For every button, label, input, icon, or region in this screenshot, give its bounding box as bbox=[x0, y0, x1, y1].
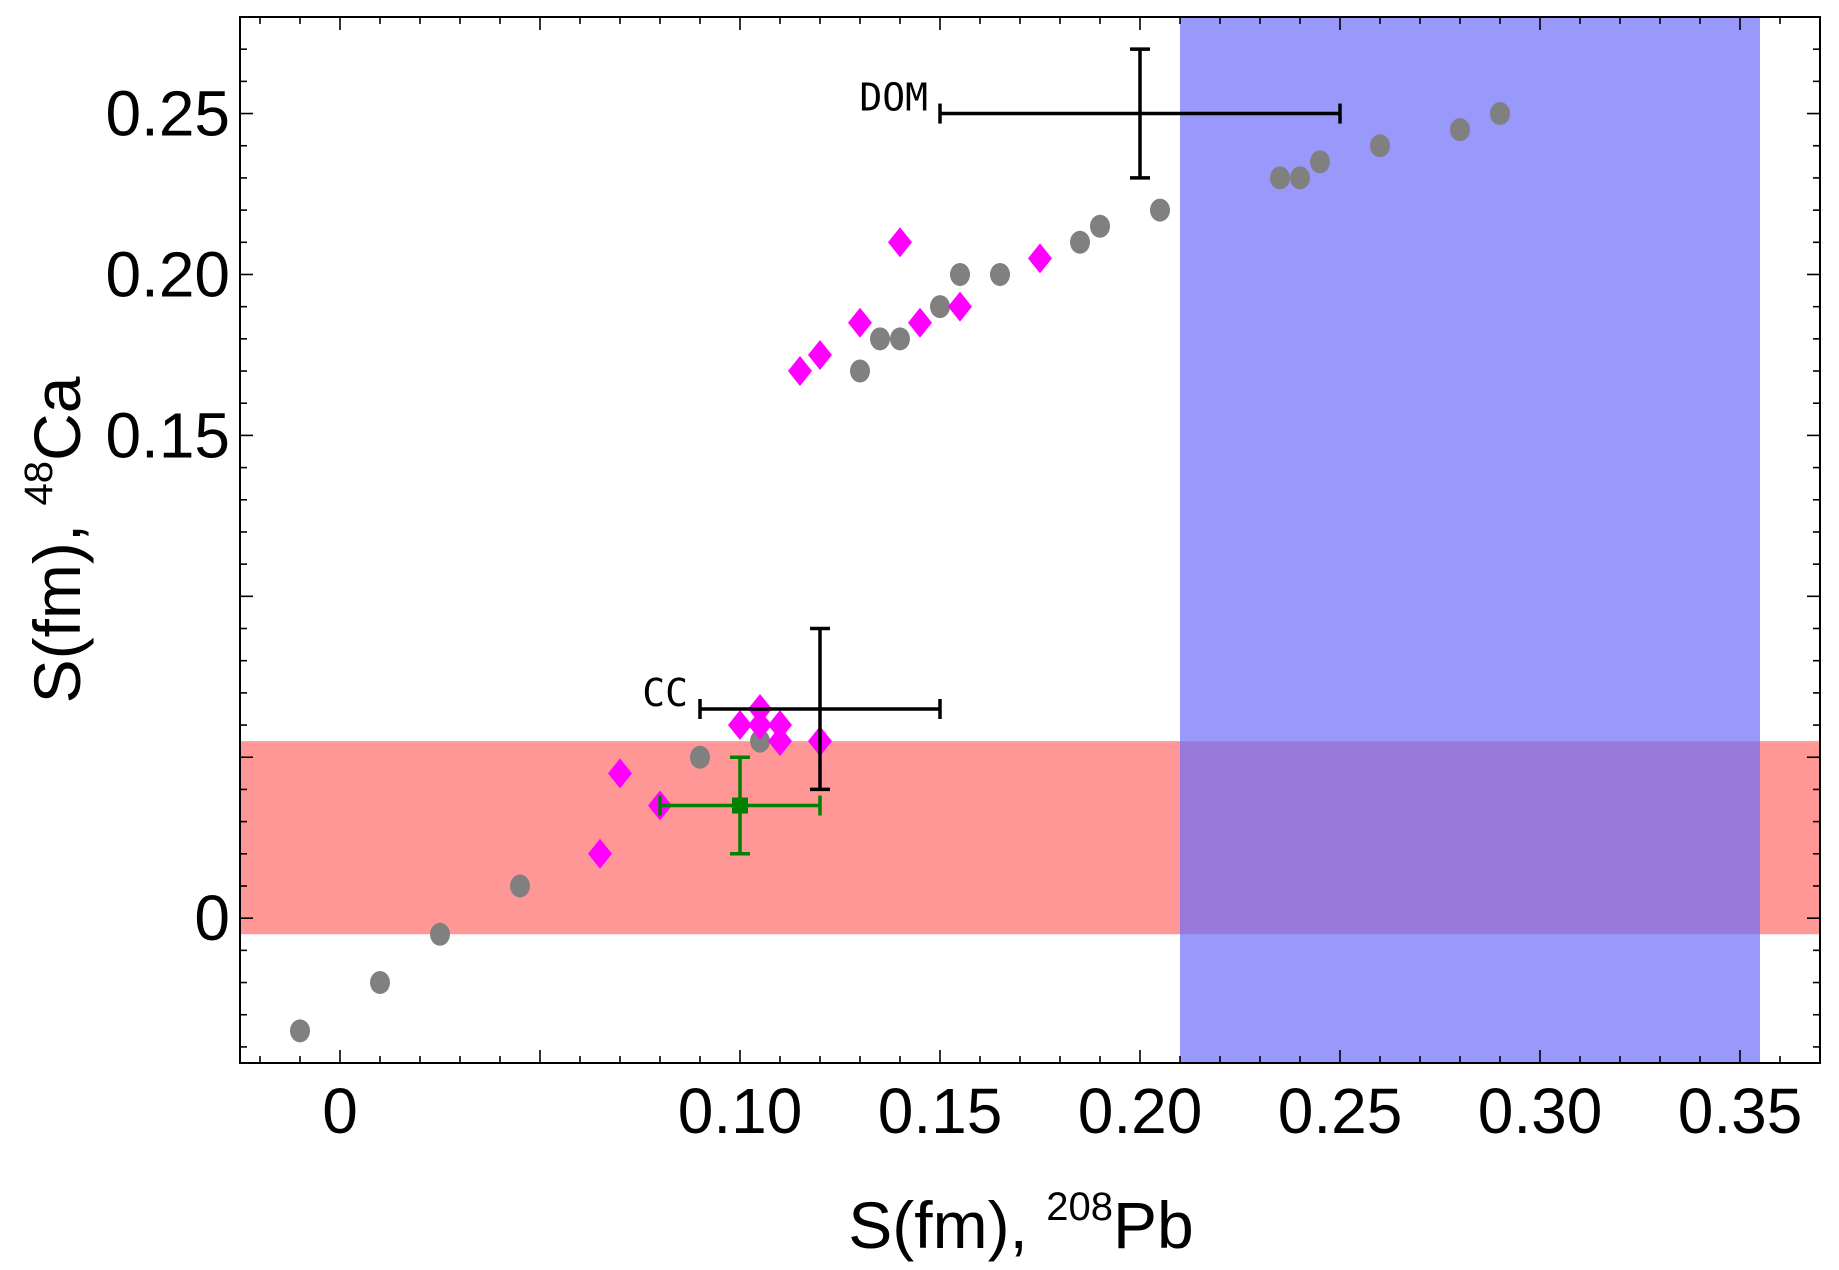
y-tick-label: 0.25 bbox=[105, 78, 230, 150]
data-point-circle bbox=[1310, 150, 1330, 174]
plot-frame-border bbox=[239, 16, 1821, 1064]
data-point-circle bbox=[1290, 166, 1310, 190]
data-point-circle bbox=[1270, 166, 1290, 190]
data-point-circle bbox=[1450, 118, 1470, 142]
bands-layer bbox=[240, 17, 1820, 1063]
plot-frame bbox=[239, 16, 1821, 1064]
data-point-diamond bbox=[728, 710, 752, 741]
data-point-circle bbox=[510, 874, 530, 898]
data-point-circle bbox=[1150, 198, 1170, 222]
x-tick-label: 0.25 bbox=[1278, 1075, 1403, 1147]
tick-labels: 0 0.10 0.15 0.20 0.25 0.30 0.35 0 0.15 0.20 0.25 bbox=[105, 78, 1802, 1147]
data-point-circle bbox=[950, 262, 970, 286]
y-axis-title-main: S(fm), bbox=[20, 505, 94, 703]
data-point-diamond bbox=[608, 758, 632, 789]
x-axis-title-nucleus: Pb bbox=[1113, 1188, 1194, 1262]
data-point-diamond bbox=[948, 291, 972, 322]
data-point-circle bbox=[930, 295, 950, 319]
annotations: CC DOM bbox=[642, 75, 928, 714]
data-point-square bbox=[732, 797, 748, 814]
data-point-circle bbox=[750, 729, 770, 753]
ticks-layer bbox=[240, 16, 1821, 1063]
data-point-circle bbox=[1070, 230, 1090, 254]
data-point-diamond bbox=[748, 710, 772, 741]
x-tick-label: 0.35 bbox=[1678, 1075, 1803, 1147]
x-tick-label: 0 bbox=[322, 1075, 358, 1147]
errorbars-layer bbox=[658, 47, 1342, 856]
data-point-circle bbox=[1090, 214, 1110, 238]
x-tick-label: 0.10 bbox=[678, 1075, 803, 1147]
error-bar-DOM bbox=[938, 47, 1342, 180]
vertical-constraint-band bbox=[1180, 17, 1760, 1063]
data-point-circle bbox=[1370, 134, 1390, 158]
data-point-diamond bbox=[588, 838, 612, 869]
y-tick-label: 0.15 bbox=[105, 399, 230, 471]
x-tick-label: 0.20 bbox=[1078, 1075, 1203, 1147]
y-axis-title-superscript: 48 bbox=[17, 461, 61, 506]
data-point-circle bbox=[430, 922, 450, 946]
data-point-circle bbox=[990, 262, 1010, 286]
annotation-cc: CC bbox=[642, 671, 688, 715]
x-axis-title: S(fm), 208Pb bbox=[848, 1185, 1193, 1262]
y-tick-label: 0.20 bbox=[105, 238, 230, 310]
y-axis-title: S(fm), 48Ca bbox=[17, 376, 94, 703]
data-point-circle bbox=[690, 745, 710, 769]
data-point-diamond bbox=[808, 339, 832, 370]
data-point-diamond bbox=[848, 307, 872, 338]
x-axis-title-superscript: 208 bbox=[1046, 1185, 1113, 1229]
y-axis-title-nucleus: Ca bbox=[20, 376, 94, 461]
error-bar-CC bbox=[698, 626, 942, 792]
data-point-circle bbox=[370, 971, 390, 995]
data-point-circle bbox=[850, 359, 870, 383]
y-tick-label: 0 bbox=[194, 882, 230, 954]
points-layer bbox=[290, 102, 1510, 1043]
data-point-circle bbox=[890, 327, 910, 351]
data-point-diamond bbox=[1028, 243, 1052, 274]
data-point-diamond bbox=[768, 710, 792, 741]
data-point-diamond bbox=[888, 227, 912, 258]
data-point-diamond bbox=[768, 726, 792, 757]
x-axis-title-main: S(fm), bbox=[848, 1188, 1046, 1262]
x-tick-label: 0.30 bbox=[1478, 1075, 1603, 1147]
data-point-circle bbox=[1490, 102, 1510, 126]
data-point-circle bbox=[290, 1019, 310, 1043]
error-bar-green-measurement bbox=[658, 755, 822, 856]
data-point-diamond bbox=[788, 356, 812, 387]
x-tick-label: 0.15 bbox=[878, 1075, 1003, 1147]
data-point-diamond bbox=[908, 307, 932, 338]
data-point-circle bbox=[870, 327, 890, 351]
annotation-dom: DOM bbox=[859, 75, 928, 119]
